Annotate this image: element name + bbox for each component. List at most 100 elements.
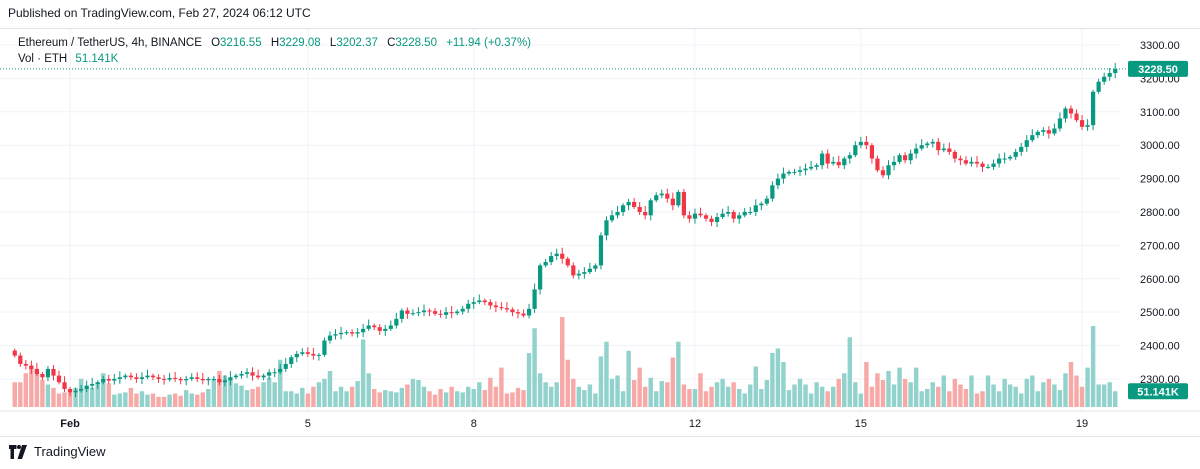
candle-body <box>23 363 28 366</box>
candle-body <box>748 211 753 213</box>
candle-body <box>79 388 84 391</box>
candle-body <box>139 377 145 379</box>
volume-bar <box>117 393 123 407</box>
candle-body <box>311 353 316 356</box>
candle-body <box>681 191 686 216</box>
volume-bar <box>89 387 95 407</box>
volume-bar <box>781 362 786 407</box>
candle-body <box>449 312 454 314</box>
volume-bar <box>985 375 991 407</box>
volume-bar <box>996 391 1002 407</box>
volume-bar <box>537 373 543 407</box>
legend-symbol[interactable]: Ethereum / TetherUS, 4h, BINANCE <box>18 37 202 49</box>
volume-bar <box>665 382 670 407</box>
volume-bar <box>698 373 703 407</box>
volume-bar <box>1096 384 1101 407</box>
volume-bar <box>123 392 128 407</box>
candle-body <box>482 300 487 303</box>
volume-bar <box>383 390 388 407</box>
volume-bar <box>676 341 681 407</box>
volume-bar <box>725 386 731 407</box>
volume-bar <box>62 392 67 407</box>
candle-body <box>803 168 808 171</box>
candle-body <box>156 377 161 379</box>
volume-bar <box>261 382 266 407</box>
candle-body <box>355 332 360 334</box>
candle-body <box>178 378 183 381</box>
candle-body <box>764 198 769 204</box>
candle-body <box>831 161 836 164</box>
candle-body <box>510 309 515 313</box>
y-tick-label: 3100.00 <box>1140 107 1180 119</box>
candle-body <box>1052 128 1057 134</box>
chart-frame[interactable]: 2300.00 2400.00 2500.00 2600.00 2700.00 2800.… <box>0 28 1200 437</box>
candle-body <box>372 325 377 328</box>
volume-bar <box>327 371 333 407</box>
legend-volume-label[interactable]: Vol · ETH <box>18 53 68 65</box>
candle-body <box>455 311 460 314</box>
volume-bar <box>753 366 758 407</box>
candle-body <box>853 145 858 156</box>
volume-bar <box>156 396 161 407</box>
candle-body <box>770 185 775 199</box>
candle-body <box>632 201 637 207</box>
volume-bar <box>388 391 394 407</box>
volume-bar <box>34 369 40 407</box>
volume-bar <box>493 386 499 407</box>
candle-body <box>200 378 205 381</box>
candle-body <box>128 375 133 378</box>
volume-bar <box>183 390 189 407</box>
tradingview-logo-icon[interactable] <box>8 444 28 459</box>
volume-bar <box>466 386 471 407</box>
candle-body <box>333 334 338 336</box>
volume-bar <box>897 367 902 407</box>
candle-body <box>477 300 482 303</box>
volume-bar <box>101 373 106 407</box>
volume-bar <box>477 382 482 407</box>
candle-body <box>587 268 592 273</box>
candle-body <box>1019 146 1024 152</box>
volume-bar <box>598 356 604 407</box>
candlestick-chart[interactable]: 2300.00 2400.00 2500.00 2600.00 2700.00 2800.… <box>0 29 1200 436</box>
volume-bar <box>366 373 371 407</box>
volume-bar <box>659 381 664 407</box>
candle-body <box>189 377 194 379</box>
volume-bar <box>222 375 228 407</box>
candle-body <box>891 161 897 166</box>
candle-body <box>29 365 34 369</box>
candle-body <box>377 327 382 331</box>
candle-body <box>267 372 272 376</box>
volume-bar <box>1057 390 1063 407</box>
candle-body <box>366 325 371 329</box>
candle-body <box>781 173 786 179</box>
legend-volume-row: Vol · ETH 51.141K <box>18 51 531 67</box>
volume-bar <box>250 389 255 407</box>
volume-bar <box>1041 382 1046 407</box>
candle-body <box>869 145 875 159</box>
volume-bar <box>814 382 819 407</box>
volume-bar <box>593 393 598 407</box>
volume-bar <box>736 389 742 407</box>
volume-bar <box>786 390 792 407</box>
candle-body <box>101 378 106 383</box>
candle-body <box>272 372 277 374</box>
volume-bar <box>936 386 941 407</box>
legend-change: +11.94 (+0.37%) <box>446 37 532 49</box>
volume-badge <box>1128 383 1188 400</box>
volume-bar <box>239 385 244 407</box>
candle-body <box>228 377 233 381</box>
volume-bar <box>880 380 886 407</box>
volume-bar <box>1002 378 1007 407</box>
volume-bar <box>12 382 17 407</box>
volume-bar <box>759 389 764 407</box>
candle-body <box>637 206 642 212</box>
volume-bar <box>316 382 322 407</box>
candle-body <box>1068 108 1074 114</box>
volume-bar <box>1035 391 1041 407</box>
volume-bar <box>654 391 659 407</box>
candle-body <box>488 302 493 306</box>
candle-body <box>206 378 211 381</box>
candle-body <box>493 305 498 308</box>
candle-body <box>40 373 45 378</box>
volume-bar <box>432 394 438 407</box>
